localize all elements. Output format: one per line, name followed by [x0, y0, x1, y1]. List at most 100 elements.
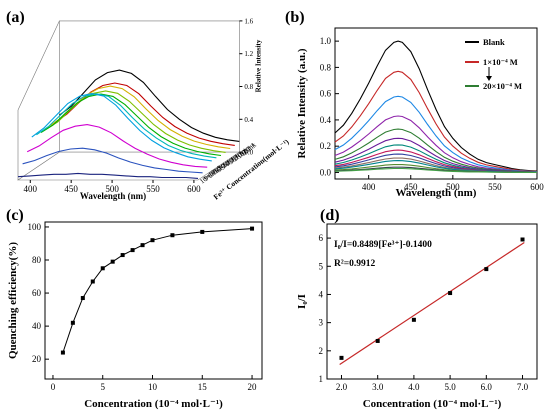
y-axis-label: Quenching efficiency(%)	[7, 242, 19, 359]
x-tick-label: 5	[100, 382, 105, 392]
y-tick-label: 0.0	[320, 167, 332, 177]
waterfall-curve-8	[22, 147, 203, 174]
y-tick-label: 1	[319, 374, 324, 384]
waterfall-curve-4	[40, 93, 222, 157]
spectrum-line-3	[334, 115, 538, 173]
efficiency-point	[130, 248, 135, 253]
panel-b-chart: 400 450 500 550 600 0.0 0.2 0.4 0.6 0.8 1.0 Wavelen…	[296, 27, 544, 199]
efficiency-point	[250, 226, 255, 231]
y-tick-label: 0.2	[320, 141, 331, 151]
y-tick-label: 40	[32, 321, 42, 331]
fit-equation: I₀/I=0.8489[Fe³⁺]-0.1400	[334, 240, 432, 250]
waterfall-curve-6	[31, 93, 212, 162]
r-squared: R²=0.9912	[334, 259, 375, 269]
x-tick-label: 7.0	[517, 382, 529, 392]
efficiency-point	[70, 320, 75, 325]
efficiency-point	[150, 238, 155, 243]
top-left-edge	[17, 20, 60, 111]
x-tick-label: 500	[446, 182, 460, 192]
z-tick-label: 1.6	[244, 17, 253, 25]
x-axis-label: Wavelength (nm)	[396, 187, 477, 199]
y-tick-label: 5	[319, 261, 324, 271]
plot-frame	[334, 27, 538, 180]
panel-label-b: (b)	[285, 9, 305, 26]
waterfall-curve-3	[45, 90, 226, 153]
x-tick-label: 600	[187, 184, 201, 194]
x-tick-label: 0	[51, 382, 56, 392]
efficiency-point	[100, 266, 105, 271]
legend-entry: Blank	[483, 37, 505, 47]
z-tick-label: 0.8	[244, 83, 253, 91]
x-axis-label: Concentration (10⁻⁴ mol·L⁻¹)	[84, 398, 223, 410]
efficiency-point	[170, 233, 175, 238]
y-tick-label: 20	[32, 354, 42, 364]
data-point	[411, 317, 416, 322]
x-tick-label: 600	[530, 182, 544, 192]
y-tick-label: 100	[28, 222, 42, 232]
spectrum-line-13	[334, 167, 537, 173]
efficiency-point	[200, 229, 205, 234]
x-tick-label: 10	[148, 382, 158, 392]
legend-arrow-head	[486, 76, 492, 81]
x-tick-label: 6.0	[481, 382, 493, 392]
waterfall-curve-9	[17, 172, 199, 179]
x-axis-label: Concentration (10⁻⁴ mol·L⁻¹)	[363, 398, 502, 410]
y-axis-label: I₀/I	[296, 294, 308, 309]
waterfall-curve-1	[54, 82, 235, 146]
y-tick-label: 1.0	[320, 36, 332, 46]
efficiency-point	[60, 350, 65, 355]
x-tick-label: 500	[105, 184, 119, 194]
y-tick-label: 3	[319, 318, 324, 328]
x-tick-label: 400	[362, 182, 376, 192]
data-point	[448, 291, 453, 296]
data-point	[339, 355, 344, 360]
x-tick-label: 450	[64, 184, 78, 194]
panel-label-a: (a)	[6, 9, 25, 26]
panel-a-chart: 400 450 500 550 600 Wavelength (nm) 0.0 0.4 0.8 1…	[17, 17, 291, 202]
efficiency-point	[80, 296, 85, 301]
efficiency-point	[120, 253, 125, 258]
spectrum-line-0	[334, 40, 538, 172]
x-tick-label: 550	[488, 182, 502, 192]
efficiency-line	[62, 228, 253, 353]
legend-entry: 20×10⁻⁴ M	[483, 81, 522, 91]
y-tick-label: 0.4	[320, 115, 332, 125]
efficiency-point	[90, 279, 95, 284]
y-tick-label: 4	[319, 289, 324, 299]
y-tick-label: 80	[32, 255, 42, 265]
spectrum-line-2	[334, 95, 538, 173]
panel-d-chart: 2.0 3.0 4.0 5.0 6.0 7.0 1 2 3 4 5 6 I₀/I=0.8489[Fe³⁺…	[296, 223, 538, 410]
z-tick-label: 0.0	[244, 149, 253, 157]
x-tick-label: 3.0	[372, 382, 384, 392]
x-tick-label: 20	[248, 382, 258, 392]
waterfall-curve-5	[36, 93, 217, 159]
x-tick-label: 550	[146, 184, 160, 194]
x-tick-label: 5.0	[444, 382, 456, 392]
data-point	[375, 338, 380, 343]
y-tick-label: 60	[32, 288, 42, 298]
x-tick-label: 4.0	[408, 382, 420, 392]
plot-frame	[326, 223, 538, 380]
x-tick-label: 400	[24, 184, 38, 194]
spectrum-line-1	[334, 70, 538, 172]
panel-label-c: (c)	[6, 207, 24, 224]
y-tick-label: 0.8	[320, 62, 332, 72]
x-tick-label: 15	[198, 382, 208, 392]
panel-label-d: (d)	[320, 207, 340, 224]
x-axis-label: Wavelength (nm)	[80, 191, 146, 201]
z-tick-label: 1.2	[244, 50, 253, 58]
efficiency-point	[140, 243, 145, 248]
x-tick-label: 2.0	[336, 382, 348, 392]
z-tick-label: 0.4	[244, 116, 253, 124]
y-tick-label: 6	[319, 233, 324, 243]
z-axis-label: Relative Intensity	[254, 39, 262, 92]
y-tick-label: 2	[319, 346, 324, 356]
panel-c-chart: 0 5 10 15 20 20 40 60 80 100 Concentration (10⁻⁴ m…	[7, 221, 263, 410]
waterfall-curve-0	[59, 69, 240, 142]
waterfall-curve-7	[26, 124, 208, 168]
data-point	[520, 237, 525, 242]
fit-line	[339, 241, 525, 365]
y-axis-label: Relative Intensity (a.u.)	[296, 48, 308, 158]
efficiency-point	[110, 259, 115, 264]
